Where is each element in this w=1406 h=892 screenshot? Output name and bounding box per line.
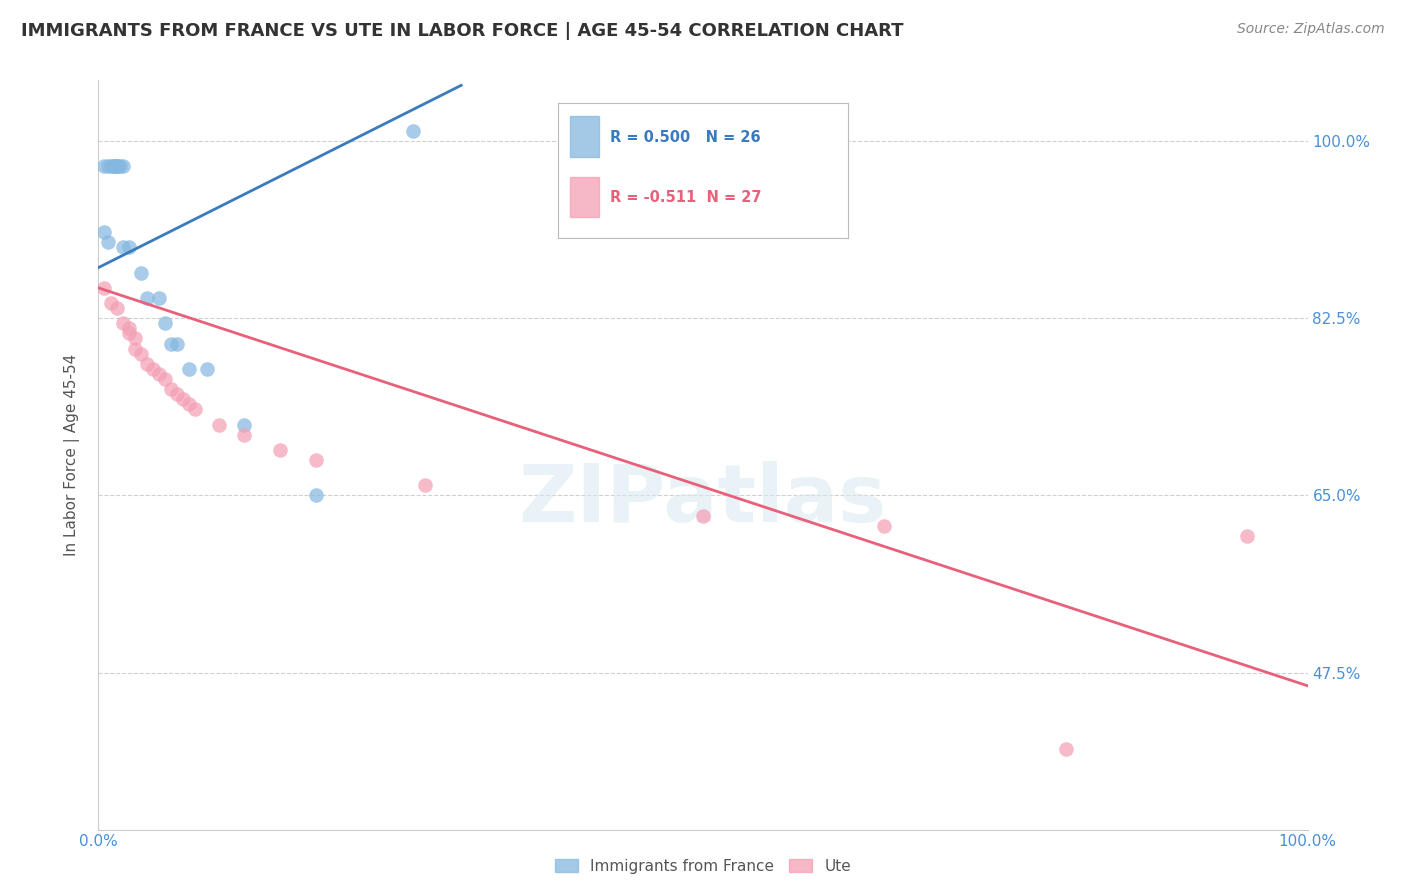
Text: ZIPatlas: ZIPatlas [519, 461, 887, 539]
Point [166, 387, 188, 401]
Point [135, 357, 157, 371]
Point [97, 159, 120, 173]
Point [93, 225, 115, 239]
Point [184, 402, 207, 417]
Point [111, 159, 134, 173]
Y-axis label: In Labor Force | Age 45-54: In Labor Force | Age 45-54 [63, 354, 80, 556]
Point [692, 508, 714, 523]
Legend: Immigrants from France, Ute: Immigrants from France, Ute [548, 853, 858, 880]
Point [873, 518, 896, 533]
Point [129, 266, 152, 280]
Point [413, 478, 436, 492]
Point [166, 336, 188, 351]
Point [108, 159, 131, 173]
Point [172, 392, 194, 407]
Point [105, 159, 128, 173]
Point [232, 417, 254, 432]
Point [118, 321, 141, 335]
Point [111, 316, 134, 330]
Point [124, 342, 146, 356]
Point [129, 346, 152, 360]
Point [93, 159, 115, 173]
Text: IMMIGRANTS FROM FRANCE VS UTE IN LABOR FORCE | AGE 45-54 CORRELATION CHART: IMMIGRANTS FROM FRANCE VS UTE IN LABOR F… [21, 22, 904, 40]
Point [148, 291, 170, 305]
Point [305, 453, 328, 467]
Point [142, 362, 165, 376]
Point [105, 159, 128, 173]
Point [153, 372, 176, 386]
Point [118, 240, 141, 254]
Point [402, 124, 425, 138]
Point [195, 362, 218, 376]
Point [160, 382, 183, 396]
Point [100, 159, 122, 173]
Point [104, 159, 127, 173]
Point [103, 159, 125, 173]
Point [269, 442, 291, 457]
Point [100, 296, 122, 310]
Point [105, 159, 128, 173]
Point [305, 488, 328, 502]
Point [160, 336, 183, 351]
Point [179, 362, 201, 376]
Point [179, 397, 201, 411]
Point [111, 240, 134, 254]
Point [1236, 529, 1258, 543]
Text: Source: ZipAtlas.com: Source: ZipAtlas.com [1237, 22, 1385, 37]
Point [97, 235, 120, 250]
Point [105, 301, 128, 315]
Point [93, 281, 115, 295]
Point [1054, 741, 1077, 756]
Point [153, 316, 176, 330]
Point [124, 331, 146, 345]
Point [148, 367, 170, 381]
Point [232, 427, 254, 442]
Point [208, 417, 231, 432]
Point [118, 326, 141, 341]
Point [101, 159, 124, 173]
Point [135, 291, 157, 305]
